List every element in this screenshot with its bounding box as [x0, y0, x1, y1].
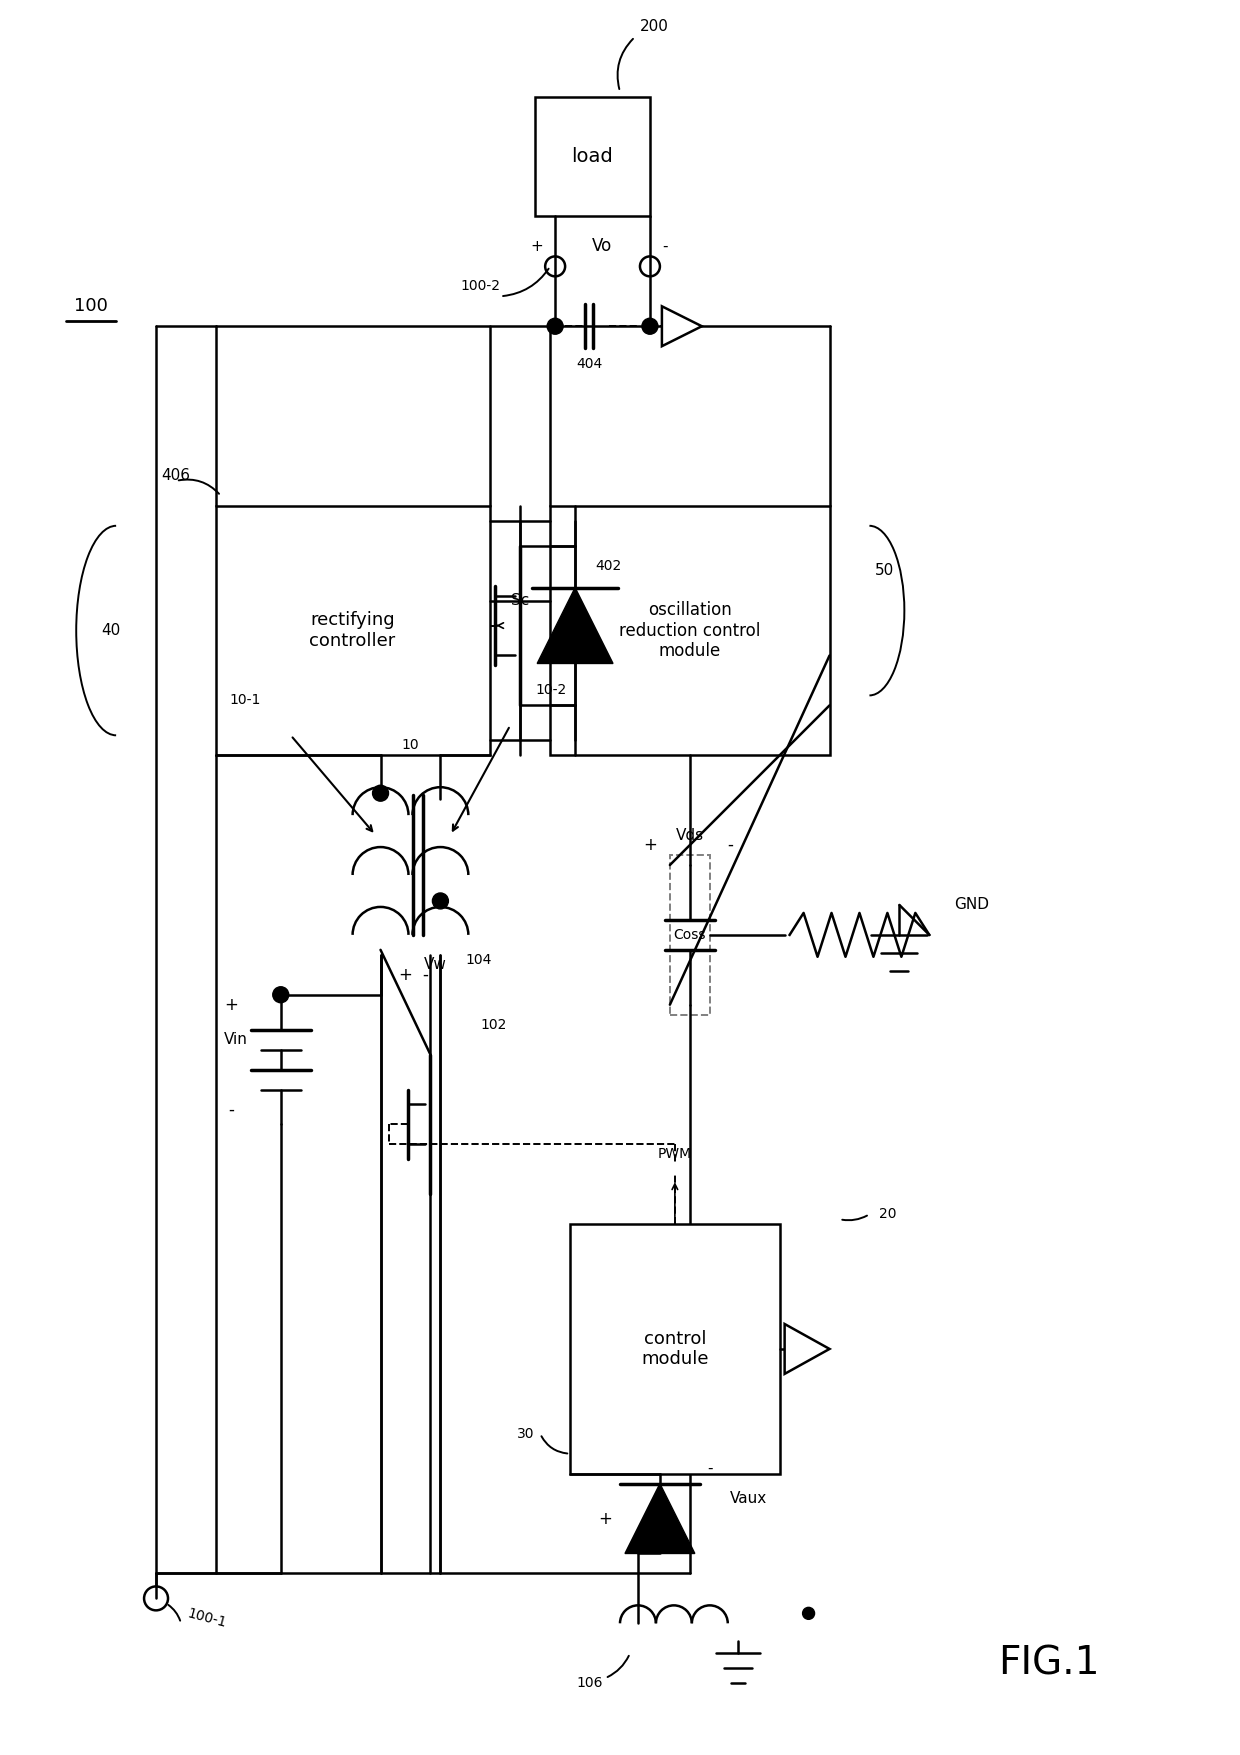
Text: +: +	[644, 835, 657, 855]
Text: -: -	[228, 1100, 234, 1118]
Text: -: -	[423, 965, 428, 985]
Bar	[570, 1225, 780, 1474]
Text: Coss: Coss	[673, 928, 706, 942]
Text: +: +	[224, 995, 238, 1014]
Text: -: -	[707, 1462, 713, 1476]
Text: 100-2: 100-2	[460, 279, 500, 293]
Text: Vin: Vin	[224, 1032, 248, 1048]
Text: 406: 406	[161, 469, 190, 483]
Bar	[670, 855, 709, 1014]
Text: Vaux: Vaux	[730, 1492, 768, 1506]
Text: +: +	[398, 965, 413, 985]
Text: 102: 102	[480, 1018, 507, 1032]
Circle shape	[433, 893, 449, 909]
Text: Vw: Vw	[424, 956, 446, 972]
Circle shape	[372, 784, 388, 802]
Text: -: -	[662, 239, 667, 254]
Polygon shape	[537, 588, 613, 663]
Text: Vds: Vds	[676, 828, 704, 842]
Text: 104: 104	[465, 953, 492, 967]
Text: 30: 30	[517, 1427, 534, 1441]
Polygon shape	[785, 1323, 830, 1374]
Text: 404: 404	[575, 358, 603, 370]
Text: 10: 10	[402, 739, 419, 753]
Text: 100: 100	[74, 297, 108, 316]
Text: control
module: control module	[641, 1330, 708, 1369]
Text: +: +	[531, 239, 543, 254]
Circle shape	[642, 318, 658, 333]
Text: 20: 20	[879, 1207, 897, 1221]
Text: -: -	[727, 835, 733, 855]
Text: Sc: Sc	[511, 593, 529, 609]
Text: rectifying
controller: rectifying controller	[310, 611, 396, 649]
Circle shape	[802, 1608, 815, 1620]
Circle shape	[273, 986, 289, 1002]
Text: 200: 200	[640, 19, 668, 35]
Text: +: +	[598, 1509, 613, 1527]
Text: 402: 402	[595, 558, 621, 572]
Text: 10-1: 10-1	[229, 693, 260, 707]
Text: PWM: PWM	[657, 1148, 692, 1162]
Text: GND: GND	[955, 897, 990, 913]
Text: 50: 50	[874, 563, 894, 577]
Text: 100-1: 100-1	[186, 1606, 228, 1630]
Bar	[536, 97, 650, 216]
Text: 106: 106	[577, 1676, 604, 1690]
Text: 10-2: 10-2	[536, 683, 567, 697]
Text: FIG.1: FIG.1	[998, 1644, 1100, 1683]
Bar	[551, 505, 830, 755]
Polygon shape	[625, 1483, 694, 1553]
Text: load: load	[572, 147, 613, 167]
Text: oscillation
reduction control
module: oscillation reduction control module	[619, 600, 760, 660]
Polygon shape	[662, 307, 702, 346]
Bar	[216, 505, 490, 755]
Text: Vo: Vo	[591, 237, 613, 256]
Circle shape	[547, 318, 563, 333]
Text: 40: 40	[102, 623, 120, 639]
